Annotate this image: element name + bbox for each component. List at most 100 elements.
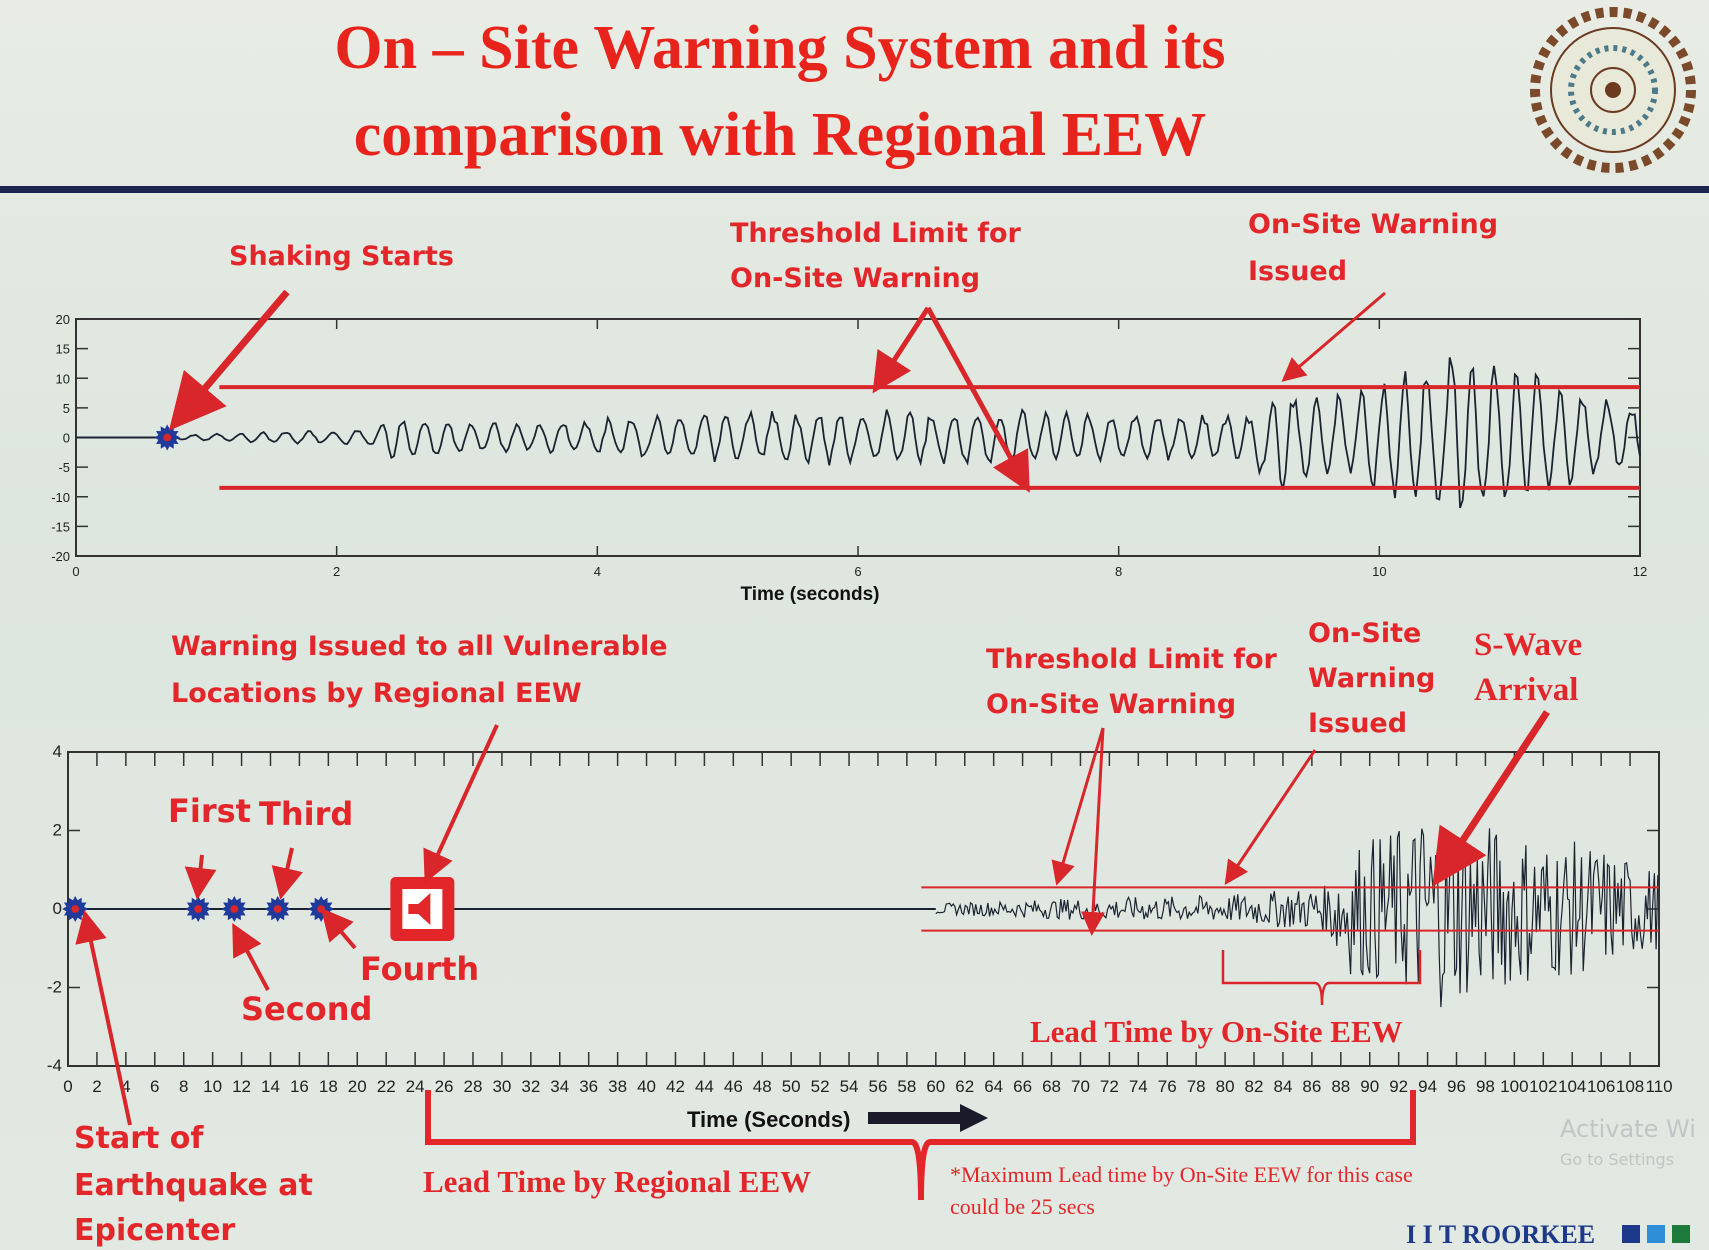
x-tick-label: 108 [1616, 1077, 1644, 1096]
label-onsite-issued-top-2: Issued [1248, 256, 1347, 287]
top-x-axis-label: Time (seconds) [740, 584, 879, 605]
y-tick-label: 0 [63, 431, 70, 446]
x-tick-label: 24 [406, 1077, 425, 1096]
brace-regional-lead-time [425, 1090, 1416, 1201]
x-tick-label: 78 [1187, 1077, 1206, 1096]
label-start-1: Start of [74, 1121, 204, 1156]
label-regional-1: Warning Issued to all Vulnerable [171, 631, 668, 662]
station-marker-1-center [194, 905, 203, 913]
label-onsite-bottom-3: Issued [1308, 708, 1407, 739]
x-tick-label: 4 [594, 564, 601, 579]
x-tick-label: 28 [464, 1077, 483, 1096]
x-tick-label: 36 [579, 1077, 598, 1096]
y-tick-label: 5 [63, 401, 70, 416]
x-tick-label: 106 [1587, 1077, 1615, 1096]
x-tick-label: 60 [926, 1077, 945, 1096]
x-tick-label: 16 [290, 1077, 309, 1096]
x-tick-label: 50 [782, 1077, 801, 1096]
bottom-x-axis-label: Time (Seconds) [687, 1107, 850, 1132]
x-tick-label: 4 [121, 1077, 130, 1096]
x-tick-label: 92 [1389, 1077, 1408, 1096]
x-tick-label: 14 [261, 1077, 280, 1096]
label-third: Third [259, 795, 353, 833]
arrow-fourth [320, 907, 357, 950]
label-swave-1: S-Wave [1474, 627, 1582, 663]
x-tick-label: 68 [1042, 1077, 1061, 1096]
x-tick-label: 18 [319, 1077, 338, 1096]
label-swave-2: Arrival [1474, 672, 1578, 708]
x-tick-label: 8 [1115, 564, 1122, 579]
iit-roorkee-logo [1530, 7, 1696, 173]
x-tick-label: 96 [1447, 1077, 1466, 1096]
footnote-1: *Maximum Lead time by On-Site EEW for th… [950, 1162, 1413, 1187]
x-tick-label: 58 [897, 1077, 916, 1096]
bottom-chart: 0 2 4 6 8 10 12 14 16 18 20 22 24 26 28 30 32 34 36 38 40 42 4… [47, 742, 1673, 1096]
speaker-box [390, 877, 455, 941]
label-threshold-bottom-2: On-Site Warning [986, 689, 1236, 720]
x-tick-label: 22 [377, 1077, 396, 1096]
label-shaking-starts: Shaking Starts [229, 241, 454, 272]
x-tick-label: 40 [637, 1077, 656, 1096]
seismic-waveform [935, 828, 1659, 1008]
x-tick-label: 84 [1273, 1077, 1292, 1096]
x-tick-label: 74 [1129, 1077, 1148, 1096]
arrow-threshold-top-upper [872, 306, 931, 394]
brand-text: I I T ROORKEE [1406, 1220, 1595, 1249]
y-tick-label: -10 [51, 490, 70, 505]
x-tick-label: 66 [1013, 1077, 1032, 1096]
x-tick-label: 102 [1529, 1077, 1557, 1096]
label-onsite-bottom-1: On-Site [1308, 618, 1421, 649]
x-tick-label: 2 [333, 564, 340, 579]
brand-square-1 [1622, 1225, 1640, 1243]
station-marker-4-center [317, 905, 326, 913]
y-tick-label: 2 [53, 821, 62, 840]
label-threshold-top-2: On-Site Warning [730, 263, 980, 294]
brand-square-2 [1647, 1225, 1665, 1243]
arrow-threshold-bottom-lower [1080, 727, 1105, 936]
seismic-waveform [167, 357, 1641, 509]
x-tick-label: 42 [666, 1077, 685, 1096]
arrow-threshold-top-lower [925, 306, 1030, 493]
event-marker-center [163, 433, 172, 442]
x-tick-label: 6 [854, 564, 861, 579]
x-tick-label: 12 [232, 1077, 251, 1096]
x-tick-label: 10 [203, 1077, 222, 1096]
watermark-1: Activate Wi [1560, 1115, 1696, 1143]
y-tick-label: 20 [56, 312, 70, 327]
x-tick-label: 8 [179, 1077, 188, 1096]
arrow-regional-warning [423, 724, 499, 884]
x-tick-label: 110 [1645, 1077, 1672, 1096]
x-tick-label: 104 [1558, 1077, 1586, 1096]
y-tick-label: 0 [53, 899, 62, 918]
arrow-onsite-issued-top [1281, 291, 1386, 382]
y-tick-label: -5 [58, 460, 70, 475]
arrow-swave-arrival [1432, 710, 1550, 887]
label-start-3: Epicenter [74, 1213, 235, 1248]
x-tick-label: 56 [869, 1077, 888, 1096]
arrow-onsite-issued-bottom [1224, 749, 1317, 885]
x-tick-label: 54 [840, 1077, 859, 1096]
x-tick-label: 48 [753, 1077, 772, 1096]
x-tick-label: 82 [1245, 1077, 1264, 1096]
x-tick-label: 88 [1331, 1077, 1350, 1096]
x-tick-label: 20 [348, 1077, 367, 1096]
x-tick-label: 34 [550, 1077, 569, 1096]
x-tick-label: 64 [984, 1077, 1003, 1096]
x-tick-label: 86 [1302, 1077, 1321, 1096]
x-tick-label: 90 [1360, 1077, 1379, 1096]
footnote-2: could be 25 secs [950, 1194, 1095, 1219]
brand-square-3 [1672, 1225, 1690, 1243]
title-line-2: comparison with Regional EEW [354, 101, 1207, 169]
label-lead-regional: Lead Time by Regional EEW [423, 1164, 811, 1199]
y-tick-label: -15 [51, 519, 70, 534]
speaker-alarm-icon [390, 877, 455, 941]
speaker-glyph [402, 889, 443, 929]
x-tick-label: 52 [811, 1077, 830, 1096]
x-tick-label: 94 [1418, 1077, 1437, 1096]
x-tick-label: 0 [72, 564, 79, 579]
x-tick-label: 10 [1372, 564, 1386, 579]
arrow-shaking-starts [168, 289, 290, 431]
x-tick-label: 98 [1476, 1077, 1495, 1096]
